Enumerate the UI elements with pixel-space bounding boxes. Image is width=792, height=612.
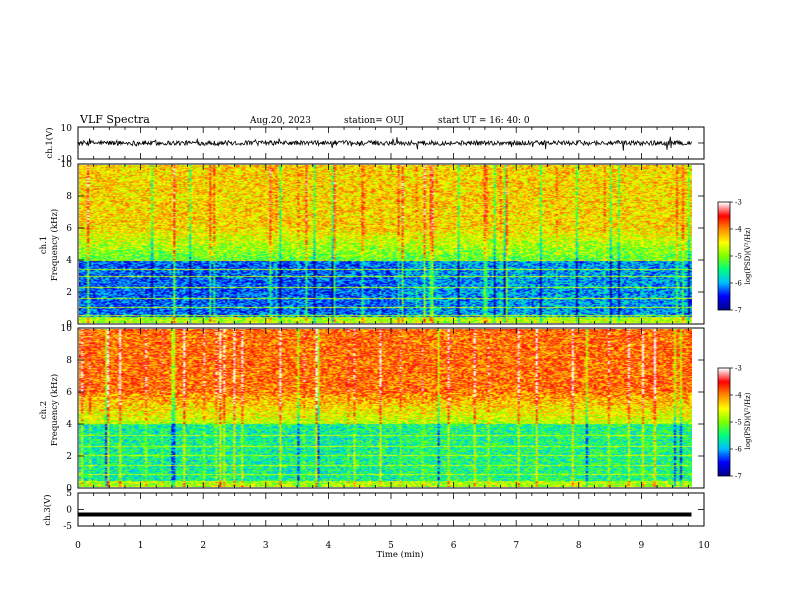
ch1-ytick-top: 10 [61,124,73,134]
ch2-spectrogram-image [79,329,692,487]
ch1-ytick-bottom: -10 [58,155,73,165]
x-axis-label: Time (min) [376,549,423,560]
frequency-tick-label: 10 [61,324,73,334]
x-tick-label: 1 [138,541,144,551]
frequency-tick-label: 4 [66,256,72,266]
x-tick-label: 2 [200,541,206,551]
x-tick-label: 0 [75,541,81,551]
frequency-tick-label: 2 [66,288,72,298]
x-tick-label: 3 [263,541,269,551]
ch1-spectrogram-image [79,165,692,323]
x-tick-label: 4 [326,541,332,551]
ch3-ytick-label: 0 [66,506,72,516]
frequency-tick-label: 8 [66,192,72,202]
colorbar-tick-label: -6 [735,280,742,288]
ch1-waveform-trace [77,136,692,151]
ch2-colorbar-ticks: -3 -4 -5 -6 -7 [730,365,742,481]
frequency-tick-label: 2 [66,452,72,462]
ch3-ylabel: ch.3(V) [42,494,53,525]
ch3-ytick-label: -5 [63,522,72,532]
colorbar-tick-label: -5 [735,419,742,427]
ch2-colorbar [718,368,730,476]
colorbar-tick-label: -7 [735,473,742,481]
ch1-colorbar-ticks: -3 -4 -5 -6 -7 [730,199,742,315]
colorbar-tick-label: -6 [735,446,742,454]
x-tick-label: 8 [576,541,582,551]
x-tick-label: 7 [513,541,519,551]
ch3-ytick-label: 5 [66,489,72,499]
ch1-waveform-ticks [77,126,705,160]
frequency-tick-label: 0 [66,484,72,494]
ch1-spectrogram-ticks: 0 2 4 6 8 10 [61,160,705,330]
frequency-tick-label: 6 [66,388,72,398]
ch3-waveform-panel: 5 0 -5 ch.3(V) [42,489,705,532]
ch2-spectrogram-ticks: 0 2 4 6 8 10 [61,324,705,494]
ch1-colorbar [718,202,730,310]
colorbar-tick-label: -4 [735,392,742,400]
station-label: station= OUJ [344,116,404,126]
date-label: Aug.20, 2023 [249,116,311,126]
ch1-colorbar-label: log(PSD)(V²/Hz) [744,227,752,284]
frequency-tick-label: 8 [66,356,72,366]
frequency-tick-label: 10 [61,160,73,170]
frequency-tick-label: 4 [66,420,72,430]
colorbar-tick-label: -3 [735,365,742,373]
ch2-channel-label: ch.2 [39,401,49,419]
x-tick-label: 10 [698,541,710,551]
figure-title: VLF Spectra [79,113,150,126]
ch1-frequency-ylabel: Frequency (kHz) [49,209,60,281]
colorbar-tick-label: -7 [735,307,742,315]
ch3-waveform-ticks: 5 0 -5 [63,489,705,532]
ch2-frequency-ylabel: Frequency (kHz) [49,374,60,446]
start-ut-label: start UT = 16: 40: 0 [438,116,530,126]
frequency-tick-label: 0 [66,320,72,330]
x-axis-tick-labels: 0 1 2 3 4 5 6 7 8 9 10 [75,541,710,551]
x-tick-label: 6 [451,541,457,551]
ch2-colorbar-label: log(PSD)(V²/Hz) [744,392,752,449]
frequency-tick-label: 6 [66,224,72,234]
colorbar-tick-label: -5 [735,253,742,261]
x-tick-label: 9 [639,541,645,551]
x-tick-label: 5 [388,541,394,551]
ch1-waveform-ylabel: ch.1(V) [44,127,55,158]
colorbar-tick-label: -4 [735,226,742,234]
ch1-waveform-panel: 10 -10 ch.1(V) [44,124,705,165]
colorbar-tick-label: -3 [735,199,742,207]
ch1-channel-label: ch.1 [39,236,49,254]
